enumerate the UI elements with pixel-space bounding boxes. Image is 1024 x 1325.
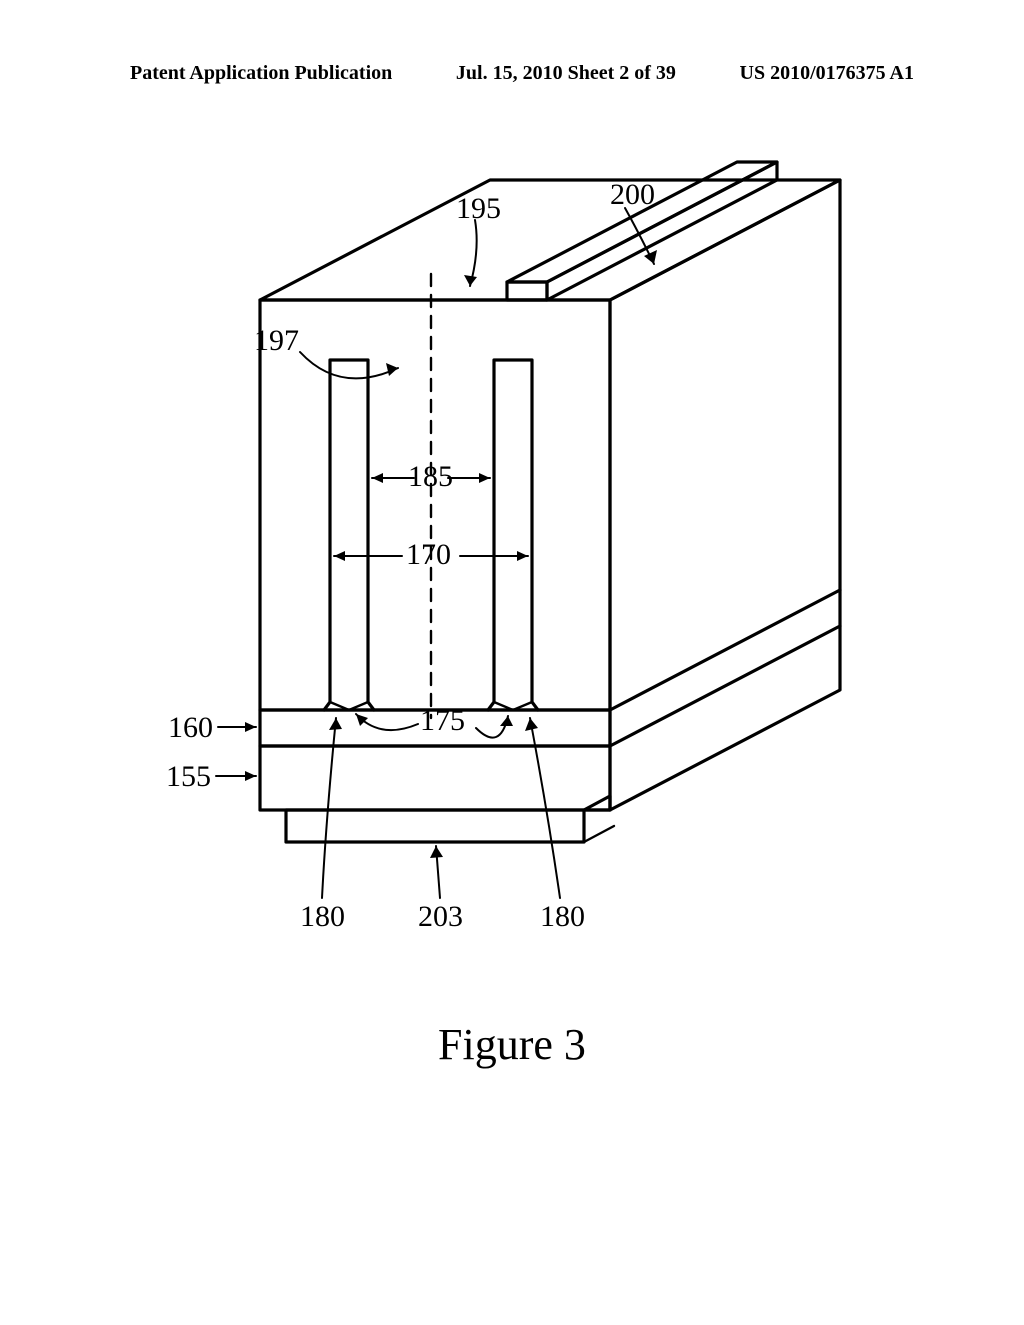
arrow-170-right: [517, 551, 528, 561]
label-160: 160: [168, 711, 213, 745]
layer-155-front: [260, 746, 610, 810]
bottom-bar-side-bottom: [584, 826, 614, 842]
leader-175-left: [356, 714, 418, 730]
layer-160-side-top: [610, 590, 840, 710]
figure-caption: Figure 3: [0, 1019, 1024, 1070]
leader-197: [300, 352, 398, 378]
arrow-180-right: [525, 718, 538, 731]
slot-right: [488, 360, 538, 710]
arrow-175-right: [500, 716, 513, 726]
front-face-main: [260, 300, 610, 710]
arrow-200: [644, 250, 657, 264]
arrow-160: [245, 722, 256, 732]
slot-left: [324, 360, 374, 710]
label-170: 170: [406, 538, 451, 572]
label-180-left: 180: [300, 900, 345, 934]
figure-diagram: [0, 0, 1024, 1320]
arrow-155: [245, 771, 256, 781]
label-180-right: 180: [540, 900, 585, 934]
arrow-203: [430, 846, 443, 858]
bottom-bar-front: [286, 810, 584, 842]
leader-175-right: [476, 716, 508, 738]
label-175: 175: [420, 704, 465, 738]
arrow-175-left: [356, 714, 368, 726]
label-155: 155: [166, 760, 211, 794]
layer-155-side-top: [610, 626, 840, 746]
arrow-180-left: [329, 718, 342, 730]
label-185: 185: [408, 460, 453, 494]
arrow-170-left: [334, 551, 345, 561]
arrow-197: [386, 363, 398, 376]
isometric-block: [216, 162, 840, 898]
arrow-185-right: [479, 473, 490, 483]
label-203: 203: [418, 900, 463, 934]
ridge-front: [507, 282, 547, 300]
label-200: 200: [610, 178, 655, 212]
bottom-bar-side-hint: [584, 796, 610, 810]
arrow-185-left: [372, 473, 383, 483]
label-197: 197: [254, 324, 299, 358]
arrow-195: [464, 275, 477, 286]
right-face: [610, 180, 840, 810]
label-195: 195: [456, 192, 501, 226]
